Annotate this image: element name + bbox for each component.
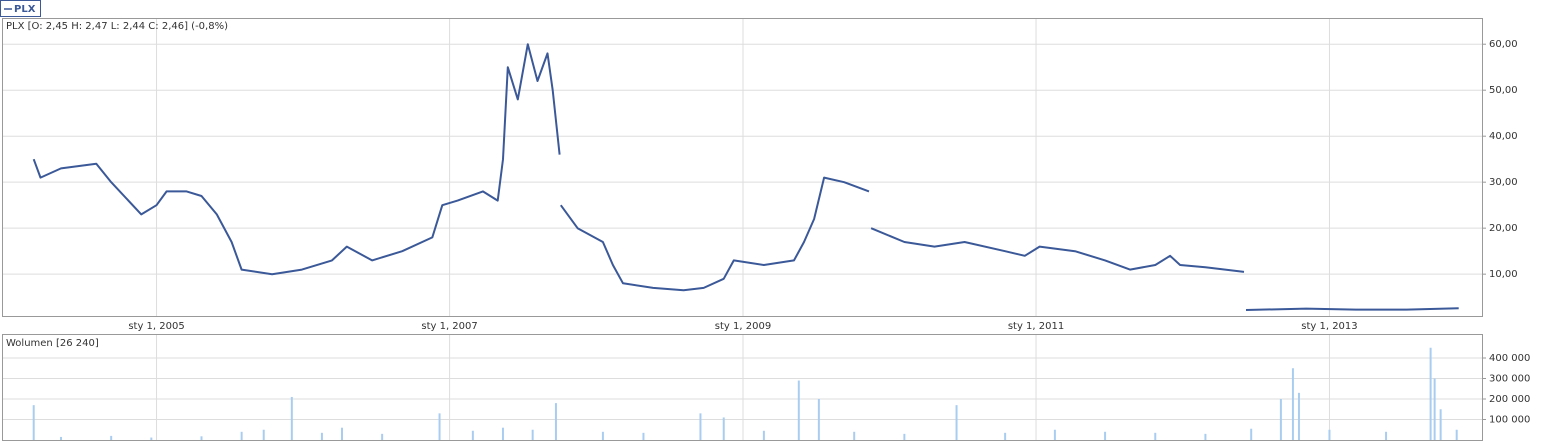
volume-bar xyxy=(1053,429,1056,440)
volume-bar xyxy=(642,432,645,440)
volume-bar xyxy=(471,430,474,440)
volume-bar xyxy=(32,405,35,440)
volume-bar xyxy=(438,413,441,440)
volume-bar xyxy=(1328,429,1331,440)
volume-panel xyxy=(2,334,1483,441)
y-tick-label: 20,00 xyxy=(1489,223,1518,234)
volume-bar xyxy=(290,396,293,440)
y-tick-label: 400 000 xyxy=(1489,353,1530,364)
x-tick-label: sty 1, 2013 xyxy=(1301,321,1357,332)
volume-bar xyxy=(1297,392,1300,440)
x-tick-label: sty 1, 2005 xyxy=(128,321,184,332)
price-header: PLX [O: 2,45 H: 2,47 L: 2,44 C: 2,46] (-… xyxy=(6,21,228,32)
volume-bar xyxy=(797,380,800,440)
y-tick-label: 300 000 xyxy=(1489,373,1530,384)
volume-bar xyxy=(1104,431,1107,440)
volume-bar xyxy=(1385,431,1388,440)
volume-bar xyxy=(722,417,725,440)
volume-bar xyxy=(903,433,906,440)
volume-bar xyxy=(853,431,856,440)
y-tick-label: 100 000 xyxy=(1489,414,1530,425)
volume-bar xyxy=(501,427,504,440)
x-tick-label: sty 1, 2009 xyxy=(715,321,771,332)
volume-bar xyxy=(200,436,203,440)
x-tick-label: sty 1, 2011 xyxy=(1008,321,1064,332)
volume-bar xyxy=(110,435,113,440)
y-tick-label: 30,00 xyxy=(1489,177,1518,188)
volume-bar xyxy=(240,431,243,440)
price-line xyxy=(32,43,1459,311)
y-tick-label: 200 000 xyxy=(1489,394,1530,405)
volume-bar xyxy=(381,433,384,440)
volume-header: Wolumen [26 240] xyxy=(6,338,99,349)
volume-bar xyxy=(1433,378,1436,440)
x-tick-label: sty 1, 2007 xyxy=(421,321,477,332)
volume-bar xyxy=(1154,432,1157,440)
legend-label: PLX xyxy=(14,4,36,15)
volume-bar xyxy=(1455,429,1458,440)
volume-bar xyxy=(762,430,765,440)
y-tick-label: 10,00 xyxy=(1489,269,1518,280)
legend-box[interactable] xyxy=(0,0,41,17)
volume-bar xyxy=(1204,433,1207,440)
volume-bar xyxy=(340,427,343,440)
volume-bar xyxy=(150,437,153,440)
y-tick-label: 60,00 xyxy=(1489,39,1518,50)
volume-bar xyxy=(60,436,63,440)
y-tick-label: 50,00 xyxy=(1489,85,1518,96)
volume-bar xyxy=(1279,398,1282,440)
volume-bar xyxy=(1429,347,1432,440)
volume-bar xyxy=(1439,409,1442,440)
volume-bar xyxy=(554,403,557,440)
volume-bar xyxy=(817,398,820,440)
volume-bar xyxy=(955,405,958,440)
volume-bar xyxy=(699,413,702,440)
volume-bar xyxy=(531,429,534,440)
y-tick-label: 40,00 xyxy=(1489,131,1518,142)
volume-bar xyxy=(1250,428,1253,440)
volume-bar xyxy=(262,429,265,440)
volume-bar xyxy=(1004,432,1007,440)
price-panel xyxy=(2,18,1483,317)
volume-bar xyxy=(320,432,323,440)
volume-bar xyxy=(601,431,604,440)
volume-bar xyxy=(1291,368,1294,440)
